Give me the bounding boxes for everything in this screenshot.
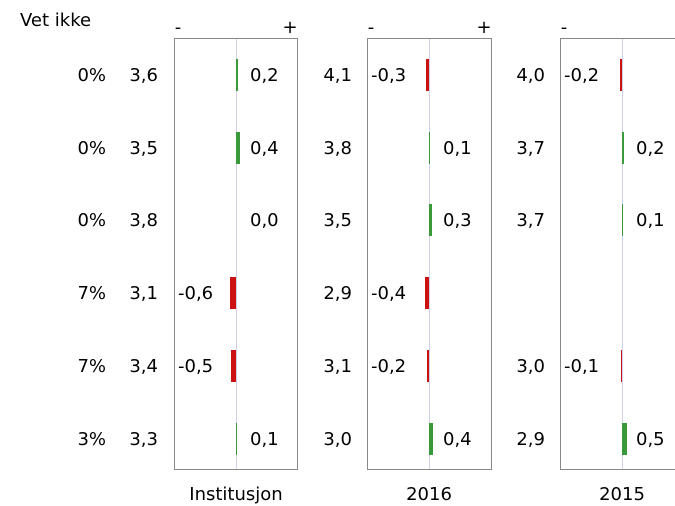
vet-ikke-value: 0% <box>77 210 106 231</box>
difference-bar <box>620 59 622 91</box>
panel-2016: - +2016 4,1 -0,3 3,8 0,1 3,5 0,3 2,9 -0,4 3,1 -0,2 3… <box>323 17 492 505</box>
difference-bar <box>230 277 236 309</box>
difference-bar <box>429 132 430 164</box>
vet-ikke-column: 0% 0% 0% 7% 7% 3% <box>77 65 106 450</box>
vet-ikke-value: 7% <box>77 283 106 304</box>
difference-label: 0,3 <box>443 210 472 231</box>
difference-label: 0,0 <box>250 210 279 231</box>
difference-bar <box>236 59 238 91</box>
panel-frame <box>174 38 298 470</box>
difference-label: 0,2 <box>636 138 665 159</box>
difference-bar <box>622 423 627 455</box>
panel-frame <box>560 38 675 470</box>
mean-value: 3,8 <box>323 138 352 159</box>
mean-value: 3,0 <box>323 429 352 450</box>
plus-sign: + <box>476 17 491 38</box>
difference-label: -0,5 <box>178 356 213 377</box>
mean-value: 3,6 <box>129 65 158 86</box>
plus-sign: + <box>282 17 297 38</box>
mean-value: 3,7 <box>516 138 545 159</box>
panel-name: Institusjon <box>189 484 282 505</box>
vet-ikke-value: 0% <box>77 65 106 86</box>
difference-label: 0,1 <box>636 210 665 231</box>
difference-label: -0,6 <box>178 283 213 304</box>
difference-label: -0,3 <box>371 65 406 86</box>
mean-value: 2,9 <box>516 429 545 450</box>
difference-label: -0,2 <box>371 356 406 377</box>
difference-label: 0,2 <box>250 65 279 86</box>
column-header-vet-ikke: Vet ikke <box>20 10 91 31</box>
difference-label: 0,1 <box>250 429 279 450</box>
mean-value: 3,1 <box>129 283 158 304</box>
difference-bar <box>621 350 622 382</box>
mean-value: 3,5 <box>323 210 352 231</box>
difference-label: 0,4 <box>443 429 472 450</box>
mean-value: 3,3 <box>129 429 158 450</box>
difference-label: -0,1 <box>564 356 599 377</box>
difference-bar <box>425 277 429 309</box>
panel-2015: - 2015 4,0 -0,2 3,7 0,2 3,7 0,1 3,0 -0,1 2,9 0,5 <box>516 17 675 505</box>
minus-sign: - <box>368 17 375 38</box>
mean-value: 3,1 <box>323 356 352 377</box>
mean-value: 3,7 <box>516 210 545 231</box>
vet-ikke-value: 0% <box>77 138 106 159</box>
difference-bar <box>236 423 237 455</box>
panel-name: 2015 <box>599 484 645 505</box>
difference-bar <box>231 350 236 382</box>
mean-value: 3,8 <box>129 210 158 231</box>
mean-value: 3,5 <box>129 138 158 159</box>
mean-value: 3,4 <box>129 356 158 377</box>
difference-label: 0,1 <box>443 138 472 159</box>
mean-value: 4,0 <box>516 65 545 86</box>
difference-label: -0,4 <box>371 283 406 304</box>
difference-label: 0,4 <box>250 138 279 159</box>
difference-bar <box>622 204 623 236</box>
mean-value: 3,0 <box>516 356 545 377</box>
panel-institusjon: - + Institusjon 3,6 0,2 3,5 0,4 3,8 0,0 3,1 -0,6 3,… <box>129 17 298 505</box>
panel-name: 2016 <box>406 484 452 505</box>
difference-bar <box>427 350 429 382</box>
panel-frame <box>367 38 492 470</box>
vet-ikke-value: 7% <box>77 356 106 377</box>
difference-bar <box>429 423 433 455</box>
minus-sign: - <box>561 17 568 38</box>
vet-ikke-value: 3% <box>77 429 106 450</box>
difference-bar <box>236 132 240 164</box>
difference-bar <box>622 132 624 164</box>
difference-label: 0,5 <box>636 429 665 450</box>
mean-value: 2,9 <box>323 283 352 304</box>
difference-bar <box>429 204 432 236</box>
difference-bar <box>426 59 429 91</box>
mean-value: 4,1 <box>323 65 352 86</box>
difference-label: -0,2 <box>564 65 599 86</box>
minus-sign: - <box>175 17 182 38</box>
panels: - + Institusjon 3,6 0,2 3,5 0,4 3,8 0,0 3,1 -0,6 3,… <box>129 17 675 505</box>
